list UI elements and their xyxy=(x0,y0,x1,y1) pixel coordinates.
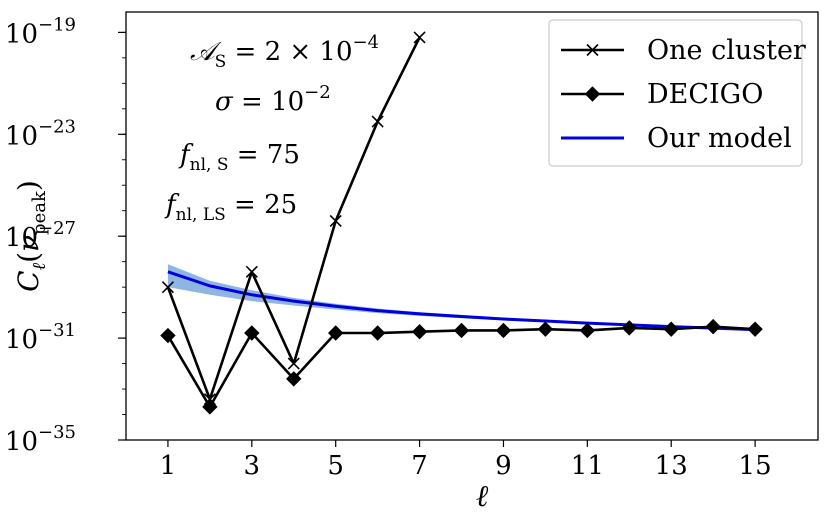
x-tick-label: 11 xyxy=(571,451,604,481)
y-label-nu: ν xyxy=(12,235,45,252)
legend-label: One cluster xyxy=(647,35,806,66)
x-ticks: 1 3 5 7 9 11 13 15 xyxy=(160,440,772,481)
diamond-marker xyxy=(369,325,386,341)
legend: One cluster DECIGO Our model xyxy=(548,19,806,167)
diamond-marker xyxy=(747,321,763,337)
diamond-marker xyxy=(286,371,302,387)
y-tick-label: 10−31 xyxy=(5,320,76,355)
series-our-model xyxy=(167,270,756,332)
series-line xyxy=(167,270,756,332)
diamond-marker xyxy=(244,325,260,341)
x-axis-label: ℓ xyxy=(476,479,489,514)
diamond-marker xyxy=(495,322,512,339)
series-layer xyxy=(160,31,763,415)
series-line xyxy=(166,325,756,409)
y-label-subscript: ℓ xyxy=(29,262,50,270)
series-decigo xyxy=(160,318,763,415)
annotation-text: fnl, S = 75 xyxy=(178,140,300,175)
x-tick-label: 7 xyxy=(411,451,428,481)
annotation-value: = 10 xyxy=(233,87,304,117)
diamond-marker xyxy=(579,322,596,339)
annotation-subscript: nl, S xyxy=(190,155,229,175)
annotation-text: fnl, LS = 25 xyxy=(164,190,297,225)
axis-labels: ℓCℓ(νpeak) xyxy=(12,180,489,514)
diamond-marker xyxy=(411,324,428,340)
y-label-peak: peak xyxy=(29,190,50,235)
diamond-marker xyxy=(663,321,679,337)
x-marker xyxy=(161,281,175,294)
x-tick-label: 3 xyxy=(244,451,261,481)
annotation-superscript: −4 xyxy=(353,32,380,53)
diamond-marker xyxy=(584,86,601,102)
model-band-layer xyxy=(167,264,756,331)
y-tick-exponent: −23 xyxy=(38,116,76,137)
diamond-marker xyxy=(453,322,470,339)
y-tick-exponent: −35 xyxy=(38,422,76,443)
y-tick-exponent: −27 xyxy=(38,218,76,239)
annotation-value: = 75 xyxy=(228,140,299,170)
y-tick-base: 10 xyxy=(5,121,38,151)
x-tick-label: 5 xyxy=(327,451,344,481)
plot-frame xyxy=(125,11,819,441)
y-tick-label: 10−23 xyxy=(5,116,76,151)
model-uncertainty-band xyxy=(167,264,756,331)
y-axis-label-group: Cℓ(νpeak) xyxy=(12,180,50,292)
x-tick-label: 9 xyxy=(495,451,512,481)
x-marker xyxy=(287,357,300,370)
legend-label: Our model xyxy=(647,123,792,154)
legend-box xyxy=(548,19,803,167)
annotation-subscript: nl, LS xyxy=(176,205,226,225)
y-tick-label: 10−27 xyxy=(5,218,76,253)
diamond-marker xyxy=(705,318,721,335)
x-marker xyxy=(203,393,216,406)
y-label-paren: ( xyxy=(12,252,45,263)
annotation-subscript: S xyxy=(215,52,227,72)
y-tick-label: 10−19 xyxy=(5,14,76,49)
diamond-marker xyxy=(160,327,176,344)
legend-item: Our model xyxy=(561,123,792,154)
annotation-value: = 2 × 10 xyxy=(226,37,352,67)
diamond-marker xyxy=(621,320,637,336)
y-tick-base: 10 xyxy=(5,325,38,355)
y-tick-exponent: −31 xyxy=(38,320,76,341)
y-tick-base: 10 xyxy=(5,19,38,49)
annotation-superscript: −2 xyxy=(304,82,331,103)
annotation-symbol: σ xyxy=(215,87,234,117)
series-one-cluster xyxy=(161,31,426,406)
legend-item: One cluster xyxy=(561,35,806,66)
x-marker xyxy=(586,43,599,57)
annotation-text: σ = 10−2 xyxy=(215,82,331,117)
x-marker xyxy=(245,265,258,278)
annotation-text: 𝒜S = 2 × 10−4 xyxy=(190,32,379,72)
diamond-marker xyxy=(327,325,344,341)
legend-item: DECIGO xyxy=(561,79,763,110)
x-tick-label: 15 xyxy=(739,451,772,481)
legend-label: DECIGO xyxy=(647,79,763,110)
y-label-symbol: C xyxy=(12,270,45,291)
y-tick-base: 10 xyxy=(5,223,38,253)
y-tick-base: 10 xyxy=(5,427,38,457)
y-tick-label: 10−35 xyxy=(5,422,76,457)
x-marker xyxy=(371,115,384,128)
x-tick-label: 1 xyxy=(160,451,177,481)
x-marker xyxy=(329,214,342,227)
y-tick-exponent: −19 xyxy=(38,14,76,35)
y-label-paren-close: ) xyxy=(12,180,45,191)
diamond-marker xyxy=(202,399,218,415)
x-tick-label: 13 xyxy=(655,451,688,481)
diamond-marker xyxy=(537,321,554,337)
annotation-value: = 25 xyxy=(226,190,297,220)
y-axis-label: Cℓ(νpeak) xyxy=(12,180,50,292)
x-marker xyxy=(413,31,426,44)
